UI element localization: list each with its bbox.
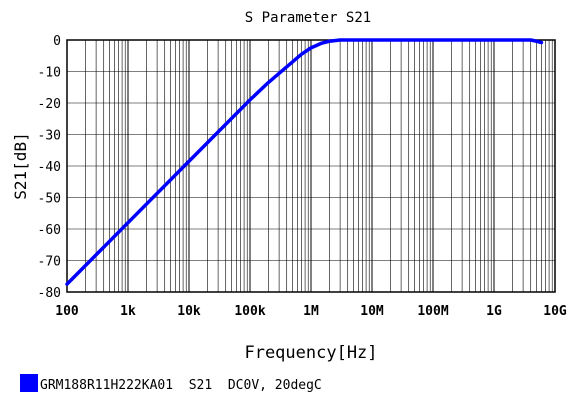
y-tick-label: -80 [38,286,61,301]
y-tick-label: -50 [38,192,61,207]
chart-title: S Parameter S21 [245,10,371,26]
plot-frame [66,39,556,293]
y-tick-label: -20 [38,97,61,112]
x-tick-label: 10G [543,304,567,319]
x-tick-label: 100M [417,304,448,319]
series-layer [65,38,544,286]
grid-lines [66,39,556,293]
x-tick-label: 10M [360,304,384,319]
legend-swatch [20,374,38,392]
x-tick-label: 1k [120,304,136,319]
legend-label: GRM188R11H222KA01 S21 DC0V, 20degC [40,378,322,393]
x-tick-label: 1M [303,304,319,319]
y-tick-labels: 0 -10 -20 -30 -40 -50 -60 -70 -80 [38,34,61,301]
x-tick-label: 100k [234,304,265,319]
x-tick-labels: 100 1k 10k 100k 1M 10M 100M 1G 10G [55,304,567,319]
x-tick-label: 100 [55,304,79,319]
x-axis-label: Frequency[Hz] [244,343,377,363]
y-tick-label: 0 [53,34,61,49]
y-axis-label: S21[dB] [11,132,30,199]
y-tick-label: -10 [38,66,61,81]
y-tick-label: -30 [38,129,61,144]
series-line [65,38,544,286]
y-tick-label: -60 [38,223,61,238]
y-tick-label: -70 [38,255,61,270]
x-tick-label: 1G [486,304,502,319]
x-tick-label: 10k [177,304,201,319]
y-tick-label: -40 [38,160,61,175]
